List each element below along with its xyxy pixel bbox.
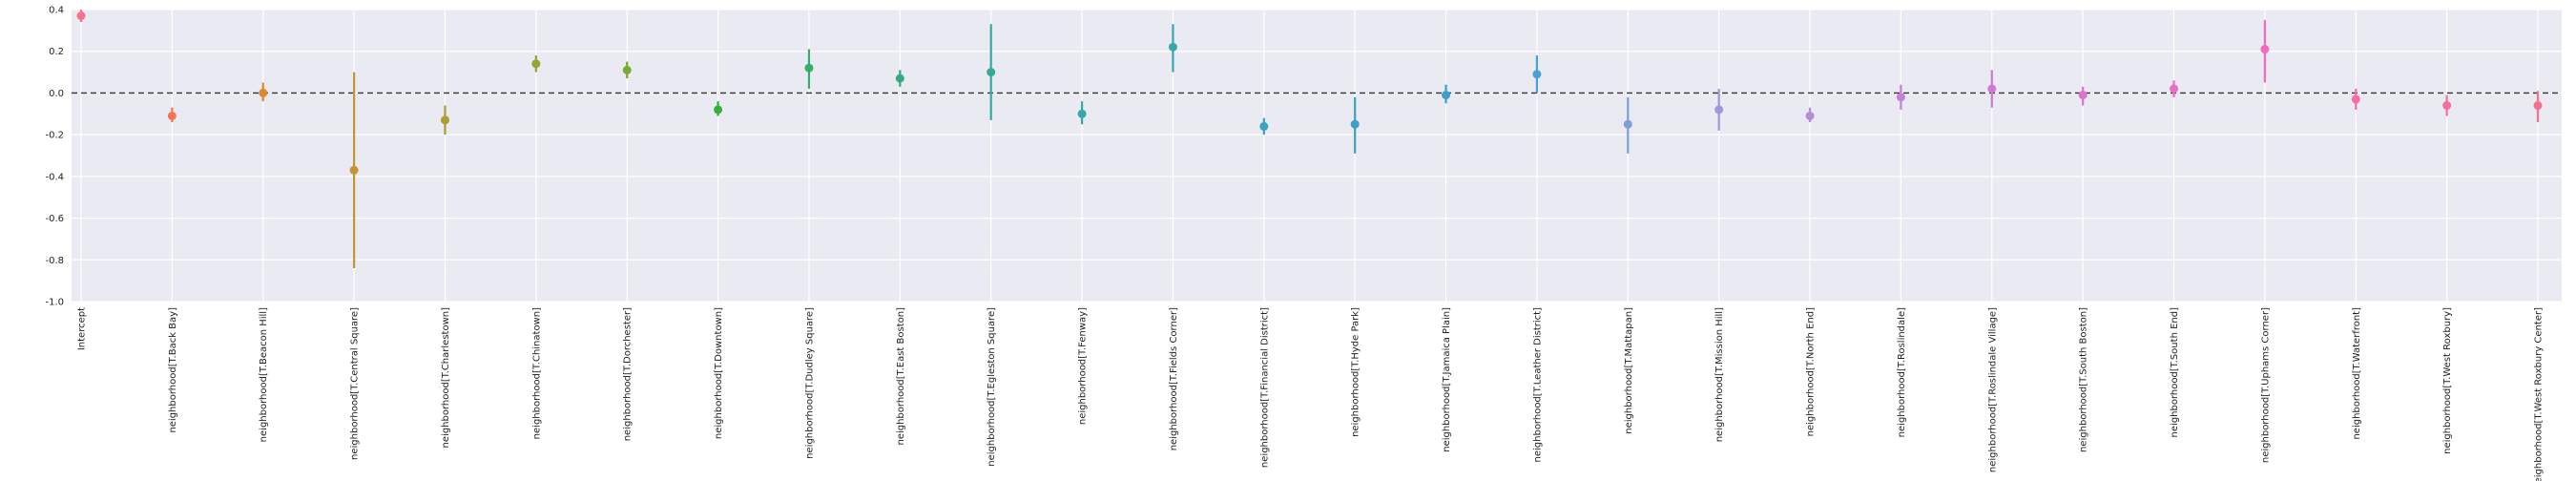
- x-tick-label: neighborhood[T.Downtown]: [714, 307, 724, 439]
- coefficient-point: [76, 11, 86, 21]
- coefficient-point: [987, 68, 996, 77]
- coefficient-point: [1077, 109, 1087, 118]
- x-tick-label: neighborhood[T.Jamaica Plain]: [1442, 307, 1452, 452]
- x-tick-label: neighborhood[T.Hyde Park]: [1351, 307, 1361, 437]
- x-tick-label: neighborhood[T.Fields Corner]: [1169, 307, 1179, 450]
- y-tick-label: -0.2: [45, 131, 64, 141]
- coefficient-point: [1805, 111, 1815, 120]
- y-tick-label: -0.6: [45, 214, 64, 224]
- coefficient-point: [1350, 119, 1360, 129]
- coefficient-point: [1714, 105, 1724, 115]
- x-tick-label: neighborhood[T.Financial District]: [1259, 307, 1270, 468]
- coefficient-point: [259, 88, 268, 97]
- coefficient-point: [1259, 121, 1269, 131]
- x-tick-label: neighborhood[T.Waterfront]: [2352, 307, 2362, 440]
- x-tick-label: neighborhood[T.West Roxbury]: [2442, 307, 2453, 454]
- x-tick-label: neighborhood[T.Egleston Square]: [987, 307, 997, 467]
- coefficient-point: [349, 165, 359, 175]
- y-tick-label: -0.8: [45, 256, 64, 266]
- x-tick-label: neighborhood[T.Roslindale Village]: [1987, 307, 1998, 472]
- coefficient-point: [1442, 91, 1451, 100]
- coefficient-point: [804, 63, 814, 73]
- coefficient-point: [2170, 84, 2179, 94]
- x-tick-label: neighborhood[T.Chinatown]: [531, 307, 542, 439]
- data-marks: [76, 10, 2543, 269]
- y-tick-label: 0.2: [49, 47, 64, 57]
- x-tick-label: neighborhood[T.Roslindale]: [1897, 307, 1907, 437]
- coefficient-point: [440, 115, 449, 125]
- x-tick-label: neighborhood[T.South Boston]: [2079, 307, 2089, 452]
- x-tick-label: neighborhood[T.Mattapan]: [1624, 307, 1634, 434]
- coefficient-point: [2351, 94, 2360, 104]
- x-tick-label: neighborhood[T.Beacon Hill]: [259, 307, 269, 442]
- coefficient-point: [531, 59, 541, 69]
- plot-background: [72, 10, 2562, 302]
- y-tick-label: -0.4: [45, 172, 64, 182]
- x-tick-label: neighborhood[T.Uphams Corner]: [2260, 307, 2271, 463]
- coefficient-point: [1623, 119, 1632, 129]
- x-tick-label: neighborhood[T.East Boston]: [896, 307, 906, 446]
- coefficient-point: [2442, 101, 2452, 111]
- coefficient-point: [1987, 84, 1997, 94]
- coefficient-point: [1896, 93, 1905, 102]
- x-tick-label: Intercept: [77, 307, 88, 350]
- x-tick-label: neighborhood[T.West Roxbury Center]: [2534, 307, 2545, 481]
- grid: [72, 9, 2562, 303]
- coefficient-point: [1168, 42, 1177, 52]
- coefficient-point: [167, 111, 177, 120]
- coefficient-point: [1532, 70, 1542, 79]
- x-tick-label: neighborhood[T.South End]: [2170, 307, 2180, 438]
- coefficient-point: [2078, 91, 2088, 100]
- x-tick-label: neighborhood[T.Fenway]: [1078, 307, 1089, 425]
- x-tick-label: neighborhood[T.North End]: [1806, 307, 1817, 436]
- y-axis: -1.0 -0.8 -0.6 -0.4 -0.2 0.0 0.2 0.4: [45, 6, 64, 308]
- y-tick-label: 0.4: [49, 6, 64, 16]
- x-tick-label: neighborhood[T.Central Square]: [350, 307, 361, 460]
- x-tick-label: neighborhood[T.Dudley Square]: [804, 307, 815, 459]
- coefficient-point: [622, 65, 632, 74]
- x-tick-label: neighborhood[T.Dorchester]: [623, 307, 634, 441]
- x-tick-label: neighborhood[T.Back Bay]: [168, 307, 178, 433]
- x-tick-label: neighborhood[T.Mission Hill]: [1714, 307, 1725, 442]
- x-tick-label: neighborhood[T.Charlestown]: [441, 307, 451, 449]
- x-tick-label: neighborhood[T.Leather District]: [1532, 307, 1543, 463]
- x-axis: Intercept neighborhood[T.Back Bay] neighbo…: [77, 307, 2545, 481]
- coefficient-point: [714, 105, 723, 115]
- y-tick-label: 0.0: [49, 89, 64, 99]
- coefficient-point: [2533, 101, 2543, 111]
- coefficient-point: [895, 73, 904, 83]
- y-tick-label: -1.0: [45, 298, 64, 308]
- coefficient-point: [2260, 45, 2270, 54]
